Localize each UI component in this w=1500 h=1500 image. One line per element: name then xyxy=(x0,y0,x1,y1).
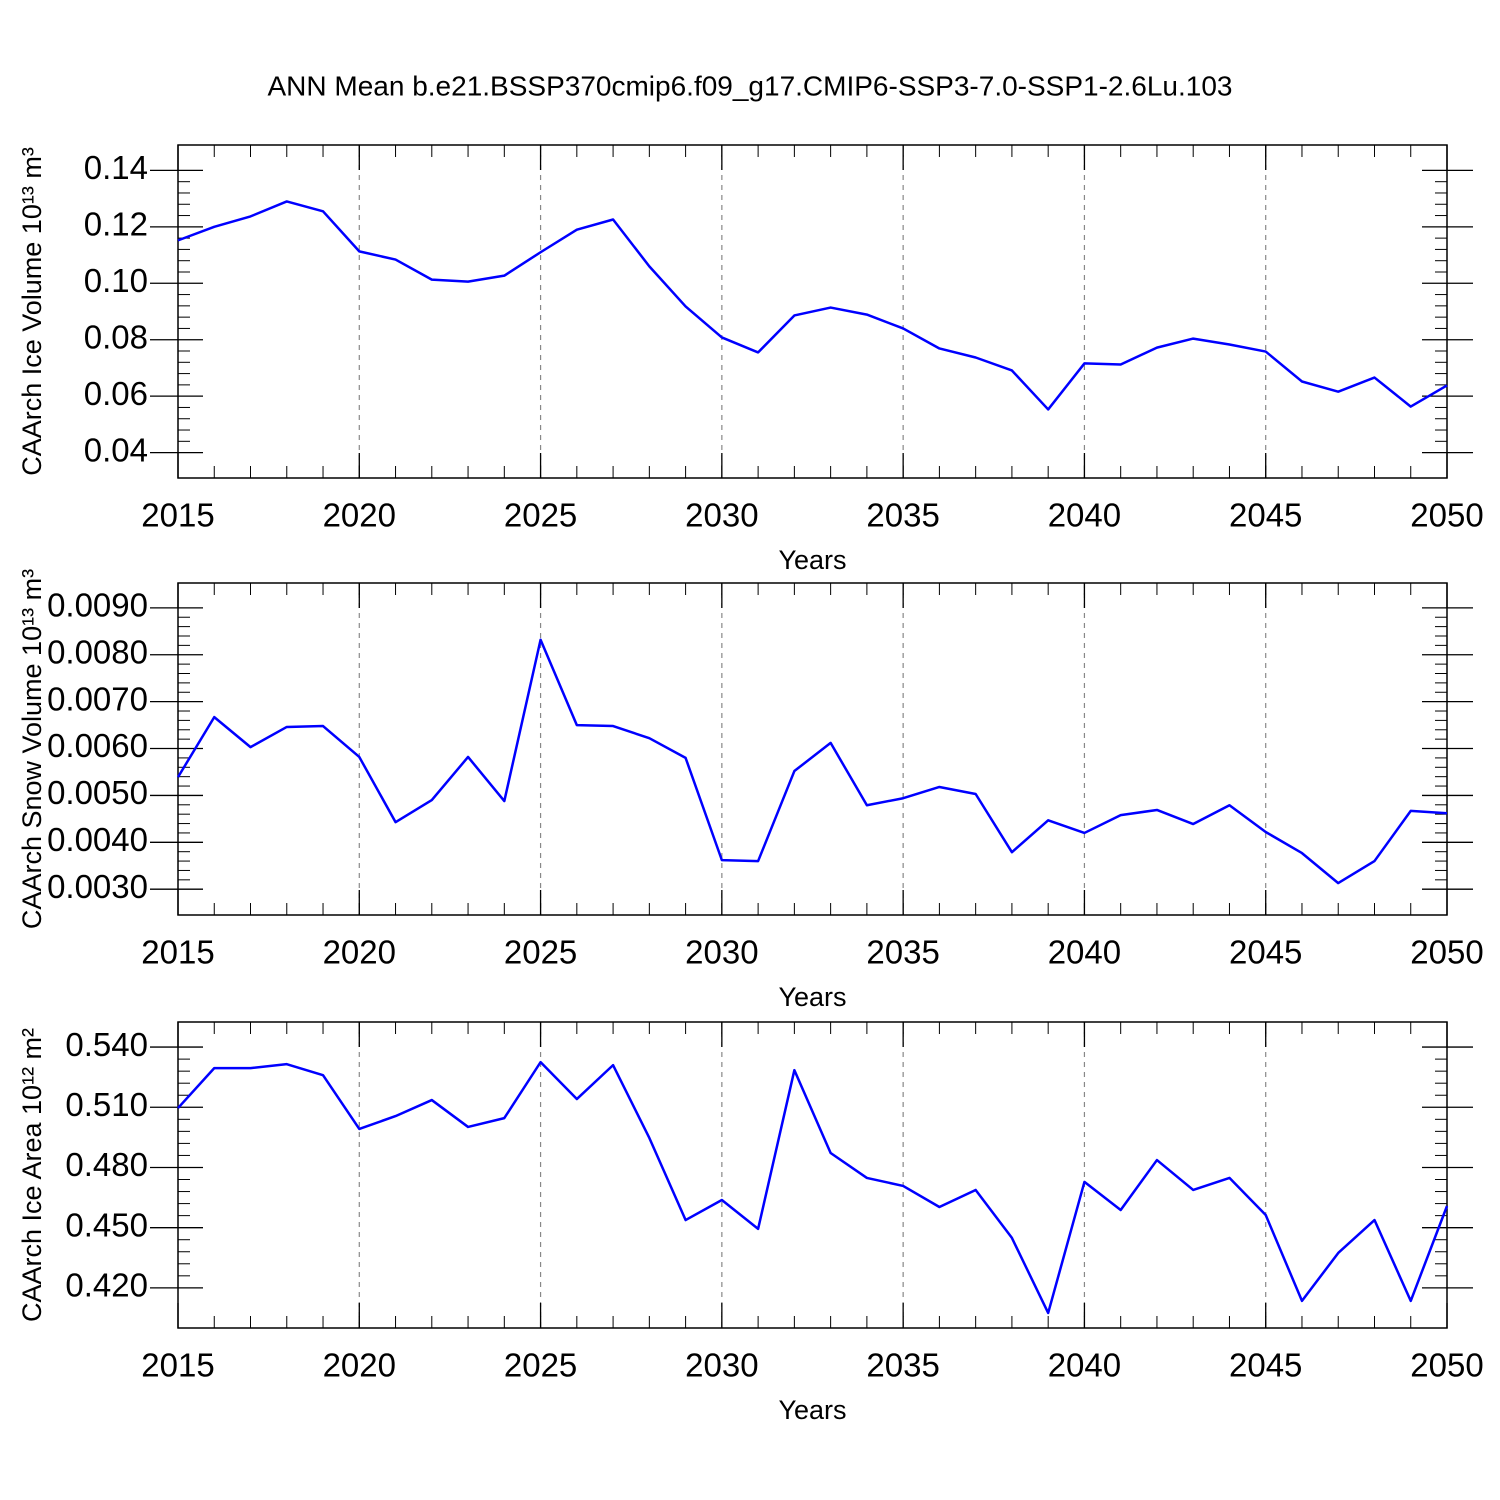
panel: 2015 2020 2025 2030 2035 2040 2045 2050 0.420 0.4… xyxy=(17,1021,1484,1425)
x-tick-label: 2020 xyxy=(323,497,396,534)
y-tick-label: 0.10 xyxy=(84,262,148,299)
x-tick-label: 2045 xyxy=(1229,1347,1302,1384)
y-tick-label: 0.510 xyxy=(65,1086,148,1123)
x-tick-label: 2035 xyxy=(866,497,939,534)
x-tick-label: 2035 xyxy=(866,1347,939,1384)
x-tick-label: 2050 xyxy=(1410,1347,1483,1384)
y-tick-label: 0.0040 xyxy=(47,821,148,858)
x-tick-label: 2025 xyxy=(504,497,577,534)
y-tick-label: 0.0070 xyxy=(47,680,148,717)
y-tick-label: 0.06 xyxy=(84,375,148,412)
x-tick-label: 2025 xyxy=(504,934,577,971)
x-tick-label: 2020 xyxy=(323,1347,396,1384)
x-tick-label: 2040 xyxy=(1048,1347,1121,1384)
y-tick-label: 0.0030 xyxy=(47,868,148,905)
y-tick-label: 0.0050 xyxy=(47,774,148,811)
y-tick-label: 0.0090 xyxy=(47,587,148,624)
x-tick-label: 2020 xyxy=(323,934,396,971)
y-tick-label: 0.480 xyxy=(65,1146,148,1183)
data-line xyxy=(177,200,1448,411)
figure-title: ANN Mean b.e21.BSSP370cmip6.f09_g17.CMIP… xyxy=(267,70,1232,101)
x-tick-label: 2025 xyxy=(504,1347,577,1384)
x-tick-label: 2035 xyxy=(866,934,939,971)
x-tick-label: 2040 xyxy=(1048,934,1121,971)
x-tick-label: 2045 xyxy=(1229,934,1302,971)
y-axis-label: CAArch Ice Area 10¹² m² xyxy=(17,1028,47,1322)
x-tick-label: 2015 xyxy=(141,1347,214,1384)
x-tick-label: 2030 xyxy=(685,934,758,971)
y-tick-label: 0.14 xyxy=(84,149,148,186)
plot-frame xyxy=(177,582,1448,916)
y-tick-label: 0.450 xyxy=(65,1206,148,1243)
x-axis-label: Years xyxy=(778,545,846,575)
x-tick-label: 2040 xyxy=(1048,497,1121,534)
x-tick-label: 2015 xyxy=(141,497,214,534)
x-axis-label: Years xyxy=(778,1395,846,1425)
y-tick-label: 0.04 xyxy=(84,431,148,468)
x-tick-label: 2050 xyxy=(1410,497,1483,534)
plot-frame xyxy=(177,1021,1448,1329)
y-tick-label: 0.0060 xyxy=(47,727,148,764)
y-tick-label: 0.540 xyxy=(65,1026,148,1063)
plot-frame xyxy=(177,144,1448,479)
panel: 2015 2020 2025 2030 2035 2040 2045 2050 0.0030 0.… xyxy=(17,569,1484,1012)
y-axis-label: CAArch Ice Volume 10¹³ m³ xyxy=(17,147,47,476)
x-tick-label: 2030 xyxy=(685,497,758,534)
panel: 2015 2020 2025 2030 2035 2040 2045 2050 0.04 0.06… xyxy=(17,144,1484,575)
x-tick-label: 2030 xyxy=(685,1347,758,1384)
y-tick-label: 0.420 xyxy=(65,1267,148,1304)
x-tick-label: 2015 xyxy=(141,934,214,971)
x-tick-label: 2045 xyxy=(1229,497,1302,534)
y-tick-label: 0.0080 xyxy=(47,633,148,670)
x-axis-label: Years xyxy=(778,982,846,1012)
y-tick-label: 0.12 xyxy=(84,206,148,243)
y-axis-label: CAArch Snow Volume 10¹³ m³ xyxy=(17,569,47,929)
y-tick-label: 0.08 xyxy=(84,318,148,355)
data-line xyxy=(176,638,1448,885)
data-line xyxy=(177,1060,1449,1315)
x-tick-label: 2050 xyxy=(1410,934,1483,971)
